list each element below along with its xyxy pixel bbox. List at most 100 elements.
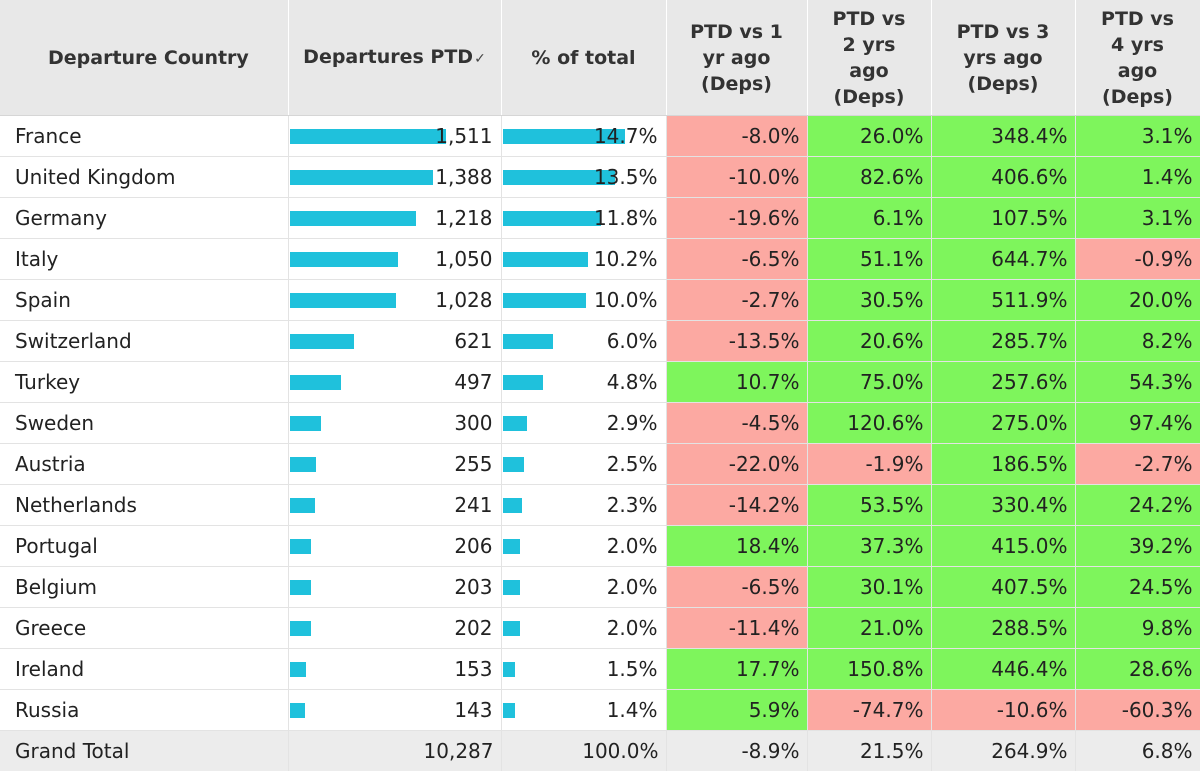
vs2-cell: -1.9% <box>807 444 931 485</box>
departures-cell: 143 <box>288 690 501 731</box>
departures-value: 203 <box>454 567 492 607</box>
header-ptd-vs-2yrs[interactable]: PTD vs 2 yrs ago (Deps) <box>807 0 931 116</box>
vs4-cell: 39.2% <box>1075 526 1200 567</box>
header-ptd-vs-3yrs-line: (Deps) <box>936 71 1071 97</box>
vs4-cell: 3.1% <box>1075 116 1200 157</box>
departures-bar <box>290 539 311 554</box>
vs1-cell: 18.4% <box>666 526 807 567</box>
pct-total-cell: 13.5% <box>501 157 666 198</box>
departures-bar <box>290 375 341 390</box>
grand-total-vs1: -8.9% <box>666 731 807 771</box>
pct-total-cell: 2.5% <box>501 444 666 485</box>
country-cell[interactable]: Portugal <box>0 526 288 567</box>
vs4-cell: 24.2% <box>1075 485 1200 526</box>
vs2-cell: 26.0% <box>807 116 931 157</box>
country-cell[interactable]: Turkey <box>0 362 288 403</box>
vs1-cell: -13.5% <box>666 321 807 362</box>
pct-total-cell: 14.7% <box>501 116 666 157</box>
country-cell[interactable]: Netherlands <box>0 485 288 526</box>
departures-value: 202 <box>454 608 492 648</box>
departures-value: 497 <box>454 362 492 402</box>
departures-bar <box>290 498 315 513</box>
country-cell[interactable]: Germany <box>0 198 288 239</box>
header-departures-ptd[interactable]: Departures PTD✓ <box>288 0 501 116</box>
vs4-cell: 24.5% <box>1075 567 1200 608</box>
pct-total-value: 2.0% <box>607 526 658 566</box>
vs3-cell: 186.5% <box>931 444 1075 485</box>
departures-cell: 1,050 <box>288 239 501 280</box>
vs4-cell: 97.4% <box>1075 403 1200 444</box>
header-pct-total[interactable]: % of total <box>501 0 666 116</box>
departures-cell: 1,388 <box>288 157 501 198</box>
pct-total-bar <box>503 703 515 718</box>
vs1-cell: 10.7% <box>666 362 807 403</box>
country-cell[interactable]: Russia <box>0 690 288 731</box>
vs2-cell: 37.3% <box>807 526 931 567</box>
country-cell[interactable]: Italy <box>0 239 288 280</box>
header-ptd-vs-4yrs[interactable]: PTD vs 4 yrs ago (Deps) <box>1075 0 1200 116</box>
vs2-cell: 82.6% <box>807 157 931 198</box>
country-cell[interactable]: Greece <box>0 608 288 649</box>
pct-total-bar <box>503 662 515 677</box>
vs3-cell: 415.0% <box>931 526 1075 567</box>
departures-value: 1,028 <box>435 280 492 320</box>
header-ptd-vs-3yrs[interactable]: PTD vs 3 yrs ago (Deps) <box>931 0 1075 116</box>
country-cell[interactable]: Switzerland <box>0 321 288 362</box>
departures-bar <box>290 416 321 431</box>
vs1-cell: -11.4% <box>666 608 807 649</box>
vs4-cell: 3.1% <box>1075 198 1200 239</box>
vs4-cell: 8.2% <box>1075 321 1200 362</box>
departures-cell: 300 <box>288 403 501 444</box>
grand-total-vs3: 264.9% <box>931 731 1075 771</box>
country-cell[interactable]: Belgium <box>0 567 288 608</box>
vs2-cell: 51.1% <box>807 239 931 280</box>
departures-bar <box>290 252 398 267</box>
pct-total-bar <box>503 293 586 308</box>
pct-total-cell: 1.5% <box>501 649 666 690</box>
sort-icon[interactable]: ✓ <box>474 51 486 67</box>
country-cell[interactable]: Sweden <box>0 403 288 444</box>
departures-bar <box>290 129 446 144</box>
vs3-cell: 288.5% <box>931 608 1075 649</box>
pct-total-bar <box>503 211 601 226</box>
pct-total-value: 2.9% <box>607 403 658 443</box>
header-ptd-vs-2yrs-line: PTD vs <box>812 6 927 32</box>
country-cell[interactable]: Ireland <box>0 649 288 690</box>
vs1-cell: -4.5% <box>666 403 807 444</box>
pct-total-bar <box>503 334 553 349</box>
departures-value: 255 <box>454 444 492 484</box>
vs3-cell: 407.5% <box>931 567 1075 608</box>
departures-cell: 153 <box>288 649 501 690</box>
pct-total-bar <box>503 416 527 431</box>
country-cell[interactable]: Austria <box>0 444 288 485</box>
header-departure-country[interactable]: Departure Country <box>0 0 288 116</box>
vs1-cell: -10.0% <box>666 157 807 198</box>
departures-cell: 621 <box>288 321 501 362</box>
country-cell[interactable]: Spain <box>0 280 288 321</box>
country-cell[interactable]: France <box>0 116 288 157</box>
departures-cell: 202 <box>288 608 501 649</box>
pct-total-cell: 6.0% <box>501 321 666 362</box>
grand-total-vs4: 6.8% <box>1075 731 1200 771</box>
vs4-cell: 1.4% <box>1075 157 1200 198</box>
header-ptd-vs-4yrs-line: ago <box>1080 58 1196 84</box>
country-cell[interactable]: United Kingdom <box>0 157 288 198</box>
pct-total-cell: 4.8% <box>501 362 666 403</box>
pct-total-value: 2.0% <box>607 567 658 607</box>
header-ptd-vs-1yr[interactable]: PTD vs 1 yr ago (Deps) <box>666 0 807 116</box>
